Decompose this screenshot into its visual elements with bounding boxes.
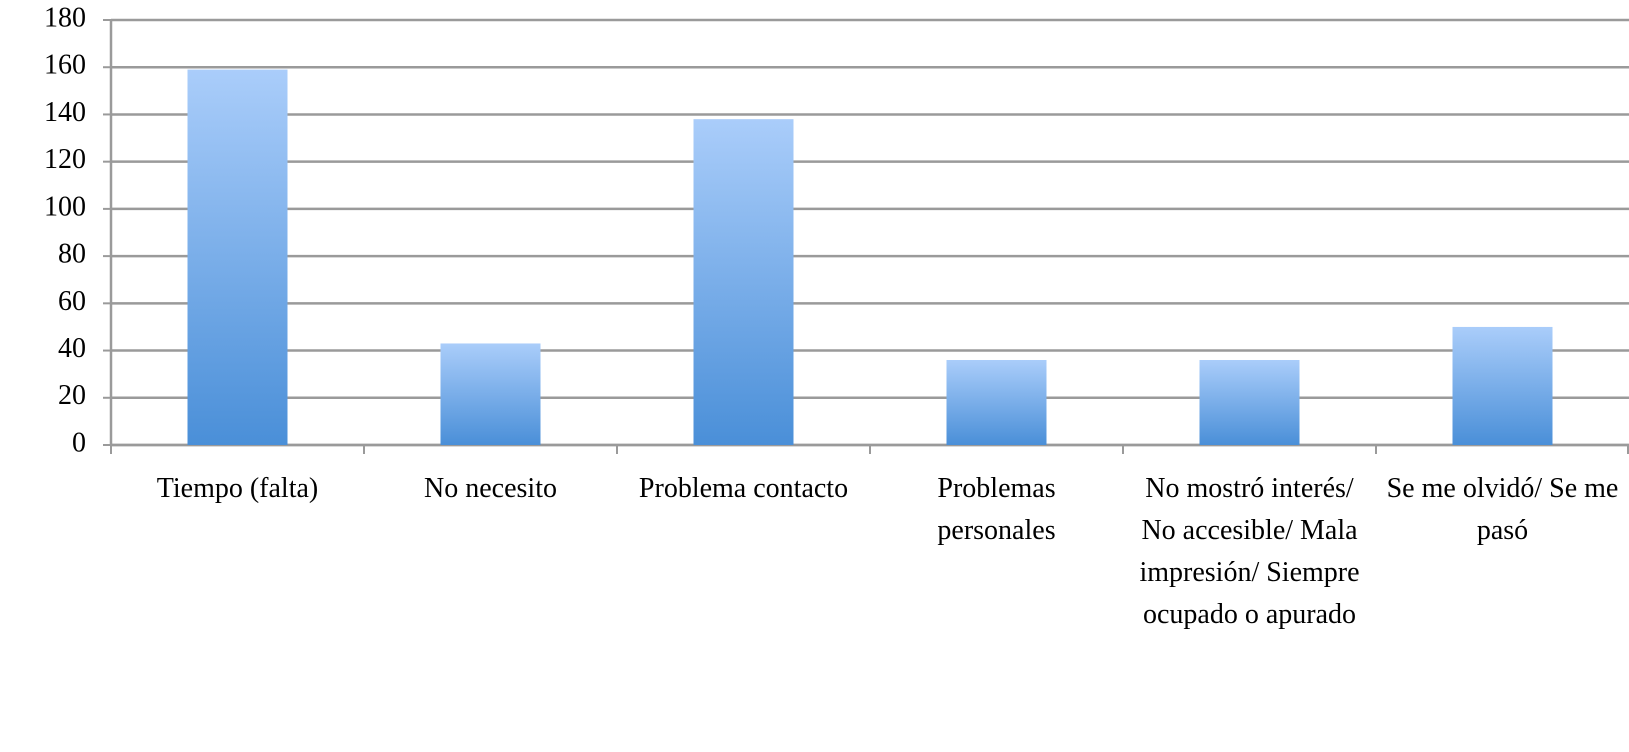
y-tick-label: 120	[44, 144, 86, 175]
x-tick-label: Problemas personales	[937, 473, 1056, 546]
bar	[1199, 360, 1300, 445]
y-tick-label: 100	[44, 191, 86, 222]
bar	[1452, 326, 1553, 445]
bar	[187, 69, 288, 445]
x-tick-label: No mostró interés/ No accesible/ Mala im…	[1139, 473, 1360, 630]
y-tick-label: 140	[44, 97, 86, 128]
x-tick-label: Problema contacto	[638, 473, 849, 504]
bar	[693, 119, 794, 446]
bar	[440, 343, 541, 445]
y-tick-label: 40	[58, 333, 86, 364]
bar	[946, 360, 1047, 445]
x-tick-label: Se me olvidó/ Se me pasó	[1386, 473, 1619, 546]
x-tick-label: Tiempo (falta)	[156, 473, 319, 504]
y-tick-label: 180	[44, 2, 86, 33]
x-tick-label: No necesito	[424, 473, 557, 504]
y-tick-label: 160	[44, 50, 86, 81]
y-tick-label: 0	[72, 427, 86, 458]
y-tick-label: 20	[58, 380, 86, 411]
y-tick-label: 80	[58, 239, 86, 270]
y-tick-label: 60	[58, 286, 86, 317]
